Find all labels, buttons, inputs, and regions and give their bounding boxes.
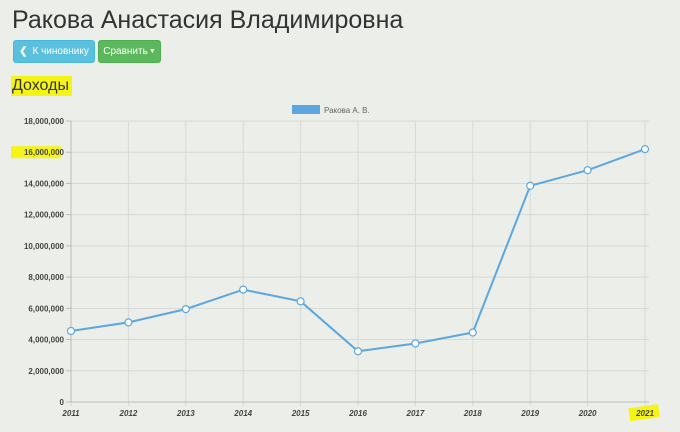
- y-tick-label: 16,000,000: [24, 148, 65, 157]
- x-tick-highlight: [628, 404, 660, 422]
- x-tick-label: 2013: [176, 409, 195, 418]
- data-point: [583, 166, 592, 175]
- x-tick-label: 2011: [61, 409, 80, 418]
- x-tick-label: 2016: [348, 409, 367, 418]
- x-tick-label: 2012: [119, 409, 138, 418]
- x-tick-label: 2018: [463, 409, 482, 418]
- data-point: [66, 326, 76, 336]
- y-tick-label: 4,000,000: [28, 336, 64, 345]
- legend-swatch: [292, 105, 320, 114]
- data-point: [526, 181, 535, 190]
- section-heading-income: Доходы: [11, 76, 72, 96]
- y-tick-label: 14,000,000: [24, 179, 65, 188]
- back-to-official-button[interactable]: ❮ К чиновнику: [13, 40, 95, 63]
- x-tick-label: 2014: [233, 409, 252, 418]
- data-point: [640, 144, 650, 154]
- x-tick-label: 2015: [291, 409, 310, 418]
- page-title: Ракова Анастасия Владимировна: [12, 6, 404, 34]
- y-tick-label: 8,000,000: [28, 273, 64, 282]
- y-tick-label: 6,000,000: [28, 304, 64, 313]
- y-tick-label: 10,000,000: [24, 242, 65, 251]
- compare-button-label: Сравнить: [103, 46, 148, 57]
- data-point: [181, 305, 190, 314]
- y-tick-label: 0: [60, 398, 65, 407]
- chart-axes: [66, 120, 649, 403]
- x-tick-label: 2019: [520, 409, 539, 418]
- chevron-left-icon: ❮: [19, 46, 28, 57]
- chart-legend: Ракова А. В.: [292, 105, 370, 115]
- y-axis-labels: 0 2,000,000 4,000,000 6,000,000 8,000,000 10,…: [11, 117, 65, 407]
- y-tick-label: 2,000,000: [28, 367, 64, 376]
- x-tick-label: 2017: [406, 409, 425, 418]
- x-axis-labels: 2011 2012 2013 2014 2015 2016 2017 2018 2019 2020…: [61, 404, 660, 422]
- legend-label: Ракова А. В.: [324, 106, 370, 115]
- y-tick-highlight: [11, 146, 61, 159]
- caret-down-icon: ▼: [148, 48, 156, 55]
- data-point: [296, 297, 305, 306]
- compare-dropdown-button[interactable]: Сравнить ▼: [98, 40, 161, 63]
- y-tick-label: 12,000,000: [24, 211, 65, 220]
- data-point: [353, 347, 363, 356]
- x-tick-label: 2020: [578, 409, 597, 418]
- x-tick-label: 2021: [635, 409, 654, 418]
- data-point: [239, 285, 248, 294]
- data-point: [124, 318, 133, 327]
- income-line-chart: 0 2,000,000 4,000,000 6,000,000 8,000,000 10,…: [11, 105, 660, 422]
- series-group: [66, 144, 650, 356]
- data-point: [468, 328, 477, 337]
- chart-grid: [70, 120, 649, 406]
- back-button-label: К чиновнику: [32, 46, 89, 57]
- data-point: [411, 339, 420, 348]
- y-tick-label: 18,000,000: [24, 117, 65, 126]
